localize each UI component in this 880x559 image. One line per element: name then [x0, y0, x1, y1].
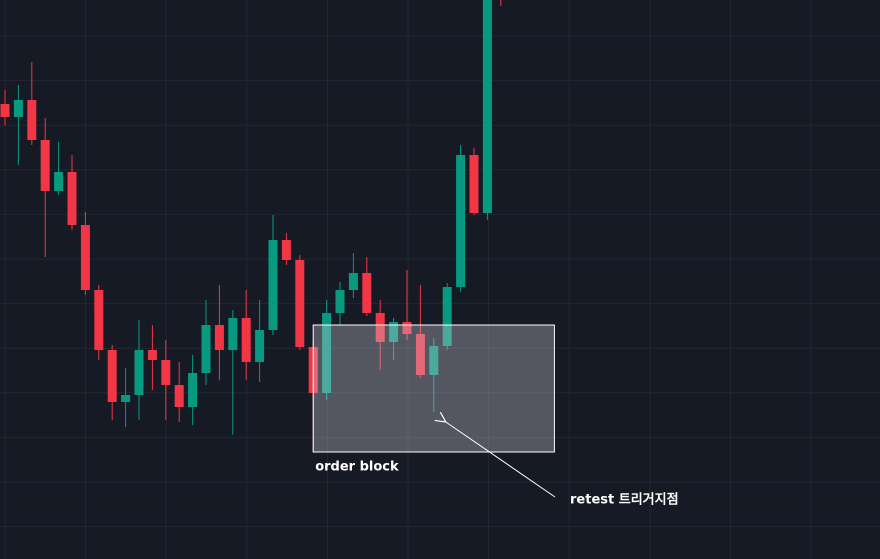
candles	[0, 0, 502, 452]
annotation-arrow	[446, 422, 556, 498]
body	[415, 334, 425, 375]
body	[456, 155, 466, 287]
body	[94, 290, 104, 350]
body	[134, 350, 144, 395]
overlay: order block retest 트리거지점	[312, 324, 679, 508]
body	[375, 313, 385, 342]
body	[322, 313, 332, 393]
body	[362, 273, 372, 313]
body	[241, 318, 251, 362]
body	[13, 100, 23, 117]
body	[402, 322, 412, 334]
body	[228, 318, 238, 350]
body	[281, 240, 291, 260]
order-block-zone	[312, 324, 555, 453]
annotation-text: retest 트리거지점	[570, 492, 679, 508]
body	[429, 346, 439, 375]
body	[255, 330, 265, 362]
body	[27, 100, 37, 140]
body	[0, 104, 10, 117]
body	[188, 373, 198, 407]
body	[214, 325, 224, 350]
body	[348, 273, 358, 290]
body	[147, 350, 157, 360]
body	[40, 140, 50, 191]
body	[80, 225, 90, 290]
body	[482, 0, 492, 213]
body	[54, 172, 64, 191]
body	[161, 360, 171, 385]
body	[442, 287, 452, 346]
body	[295, 260, 305, 347]
body	[201, 325, 211, 373]
body	[121, 395, 131, 402]
body	[174, 385, 184, 407]
zone-label: order block	[315, 460, 399, 475]
body	[107, 350, 117, 402]
body	[268, 240, 278, 330]
body	[469, 155, 479, 213]
body	[67, 172, 77, 225]
body	[335, 290, 345, 313]
body	[389, 322, 399, 342]
